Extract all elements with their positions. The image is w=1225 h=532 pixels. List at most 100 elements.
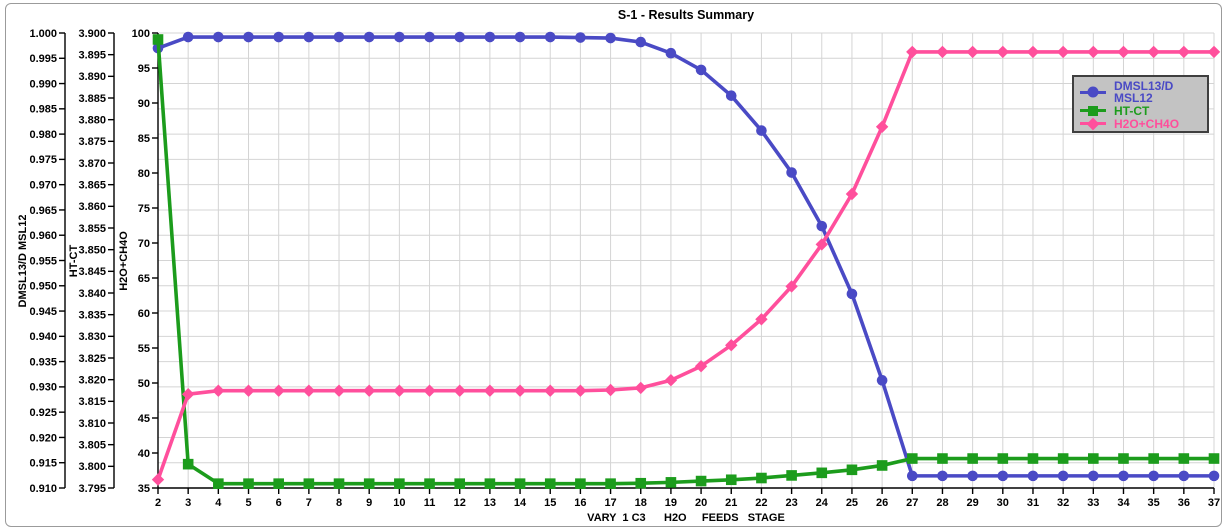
svg-text:5: 5	[245, 497, 251, 509]
svg-text:0.985: 0.985	[29, 104, 57, 116]
diamond-marker-icon	[1080, 117, 1106, 130]
svg-text:23: 23	[785, 497, 797, 509]
svg-text:9: 9	[366, 497, 372, 509]
svg-text:29: 29	[967, 497, 979, 509]
legend-item-dmsl13: DMSL13/D MSL12	[1080, 80, 1201, 104]
chart-panel: S-1 - Results Summary DMSL13/D MSL12 HT-…	[5, 3, 1222, 527]
svg-text:0.995: 0.995	[29, 53, 57, 65]
svg-text:3.900: 3.900	[78, 28, 106, 40]
svg-text:3.865: 3.865	[78, 180, 106, 192]
svg-text:24: 24	[816, 497, 829, 509]
svg-text:3.795: 3.795	[78, 483, 106, 495]
svg-text:14: 14	[514, 497, 527, 509]
svg-text:0.955: 0.955	[29, 255, 57, 267]
svg-text:0.915: 0.915	[29, 458, 57, 470]
legend-label: H2O+CH4O	[1114, 116, 1180, 131]
series-h2o-ch4o	[151, 45, 1221, 486]
svg-text:90: 90	[138, 98, 150, 110]
square-marker-icon	[1080, 104, 1106, 117]
y-axis-h2o-ch4o: 100 95 90 85 80 75 70 65 60 55 50 45 40 35	[132, 28, 159, 495]
svg-text:50: 50	[138, 378, 150, 390]
svg-text:95: 95	[138, 63, 150, 75]
svg-text:36: 36	[1178, 497, 1190, 509]
svg-text:6: 6	[276, 497, 282, 509]
svg-text:65: 65	[138, 273, 150, 285]
svg-text:22: 22	[755, 497, 767, 509]
legend-item-h2o-ch4o: H2O+CH4O	[1080, 117, 1201, 130]
svg-text:26: 26	[876, 497, 888, 509]
svg-text:0.920: 0.920	[29, 432, 57, 444]
legend-label: DMSL13/D MSL12	[1114, 79, 1174, 105]
svg-text:21: 21	[725, 497, 737, 509]
svg-text:3.830: 3.830	[78, 331, 106, 343]
svg-text:20: 20	[695, 497, 707, 509]
svg-text:3.800: 3.800	[78, 461, 106, 473]
svg-text:85: 85	[138, 133, 150, 145]
svg-text:12: 12	[454, 497, 466, 509]
svg-text:27: 27	[906, 497, 918, 509]
svg-text:1.000: 1.000	[29, 28, 57, 40]
legend-label: HT-CT	[1114, 103, 1150, 118]
svg-text:32: 32	[1057, 497, 1069, 509]
circle-marker-icon	[1080, 86, 1106, 99]
svg-text:35: 35	[138, 483, 150, 495]
svg-text:3.875: 3.875	[78, 136, 106, 148]
svg-text:25: 25	[846, 497, 858, 509]
svg-text:3.810: 3.810	[78, 418, 106, 430]
svg-text:0.950: 0.950	[29, 281, 57, 293]
svg-text:100: 100	[132, 28, 150, 40]
series-ht-ct	[152, 34, 1220, 489]
svg-text:0.990: 0.990	[29, 78, 57, 90]
svg-text:70: 70	[138, 238, 150, 250]
x-axis-title: VARY 1 C3 H2O FEEDS STAGE	[587, 512, 785, 524]
svg-text:19: 19	[665, 497, 677, 509]
svg-text:0.975: 0.975	[29, 154, 57, 166]
svg-text:3.885: 3.885	[78, 93, 106, 105]
chart-legend: DMSL13/D MSL12 HT-CT H2O+CH4O	[1072, 75, 1209, 133]
svg-text:8: 8	[336, 497, 342, 509]
svg-text:16: 16	[574, 497, 586, 509]
svg-text:3.825: 3.825	[78, 353, 106, 365]
svg-text:45: 45	[138, 413, 150, 425]
svg-text:3.890: 3.890	[78, 71, 106, 83]
svg-text:28: 28	[936, 497, 948, 509]
gridlines	[157, 32, 1215, 489]
svg-text:2: 2	[155, 497, 161, 509]
y-axis-dmsl13: 1.000 0.995 0.990 0.985 0.980 0.975 0.970 0.965…	[29, 28, 66, 495]
svg-text:40: 40	[138, 448, 150, 460]
svg-text:3.895: 3.895	[78, 50, 106, 62]
svg-text:75: 75	[138, 203, 150, 215]
svg-text:30: 30	[997, 497, 1009, 509]
svg-text:3.850: 3.850	[78, 245, 106, 257]
y-axis-ht-ct: 3.900 3.895 3.890 3.885 3.880 3.875 3.870 3.865…	[78, 28, 115, 495]
svg-text:10: 10	[393, 497, 405, 509]
svg-text:17: 17	[604, 497, 616, 509]
svg-text:33: 33	[1087, 497, 1099, 509]
svg-text:35: 35	[1148, 497, 1160, 509]
svg-text:0.965: 0.965	[29, 205, 57, 217]
results-chart: 1.000 0.995 0.990 0.985 0.980 0.975 0.970 0.965…	[29, 28, 1221, 509]
svg-text:3.840: 3.840	[78, 288, 106, 300]
legend-item-ht-ct: HT-CT	[1080, 104, 1201, 117]
svg-text:80: 80	[138, 168, 150, 180]
svg-text:3: 3	[185, 497, 191, 509]
svg-text:18: 18	[635, 497, 647, 509]
svg-text:0.925: 0.925	[29, 407, 57, 419]
svg-text:55: 55	[138, 343, 150, 355]
svg-text:0.960: 0.960	[29, 230, 57, 242]
svg-text:3.880: 3.880	[78, 115, 106, 127]
svg-text:60: 60	[138, 308, 150, 320]
svg-text:3.860: 3.860	[78, 201, 106, 213]
svg-text:3.815: 3.815	[78, 396, 106, 408]
svg-text:0.945: 0.945	[29, 306, 57, 318]
svg-text:0.935: 0.935	[29, 356, 57, 368]
svg-text:34: 34	[1117, 497, 1130, 509]
x-axis: 2 3 4 5 6 7 8 9 10 11 12 13 14 15 16 17 18 19 20 21 22 23 24 25…	[155, 487, 1220, 509]
svg-text:3.855: 3.855	[78, 223, 106, 235]
chart-title: S-1 - Results Summary	[617, 8, 755, 22]
svg-text:37: 37	[1208, 497, 1220, 509]
series-dmsl13-d-msl12	[152, 31, 1220, 482]
svg-text:3.845: 3.845	[78, 266, 106, 278]
svg-text:0.930: 0.930	[29, 382, 57, 394]
svg-text:0.980: 0.980	[29, 129, 57, 141]
